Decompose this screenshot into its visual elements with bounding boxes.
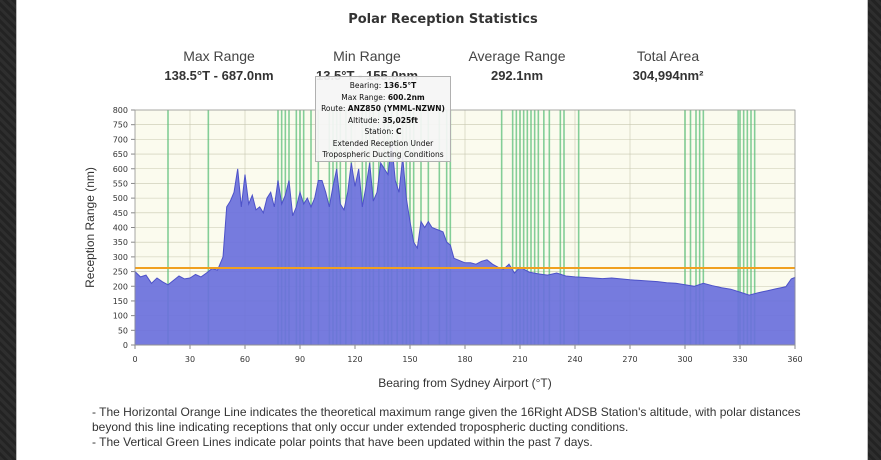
x-tick-label: 150 — [402, 355, 417, 364]
polar-reception-chart[interactable]: 0501001502002503003504004505005506006507… — [17, 0, 869, 400]
x-tick-label: 240 — [567, 355, 582, 364]
tooltip-station-label: Station: — [364, 127, 394, 136]
tooltip-station: C — [396, 127, 402, 136]
y-tick-label: 550 — [113, 179, 128, 188]
y-tick-label: 0 — [123, 341, 128, 350]
statistics-panel: Polar Reception Statistics Max Range 138… — [16, 0, 868, 460]
x-tick-label: 90 — [295, 355, 305, 364]
x-tick-label: 30 — [185, 355, 195, 364]
stat-label: Total Area — [636, 48, 700, 64]
stat-value: 138.5°T - 687.0nm — [164, 68, 274, 83]
tooltip-altitude-label: Altitude: — [347, 115, 380, 125]
note-green-lines: - The Vertical Green Lines indicate pola… — [92, 435, 593, 449]
x-tick-label: 0 — [132, 355, 137, 364]
y-tick-label: 600 — [113, 165, 128, 174]
x-tick-label: 60 — [240, 355, 250, 364]
left-background-pattern — [0, 0, 16, 460]
y-tick-label: 500 — [113, 194, 128, 203]
y-tick-label: 300 — [113, 253, 128, 262]
tooltip-route: ANZ850 (YMML-NZWN) — [347, 104, 445, 113]
chart-tooltip: Bearing: 136.5°T Max Range: 600.2nm Rout… — [315, 76, 451, 162]
x-tick-label: 360 — [787, 355, 802, 364]
plot-border — [134, 109, 796, 346]
x-tick-label: 270 — [622, 355, 637, 364]
y-tick-label: 100 — [113, 312, 128, 321]
tooltip-max-range-label: Max Range: — [341, 92, 386, 102]
stat-label: Max Range — [183, 48, 255, 64]
tooltip-route-label: Route: — [321, 104, 346, 113]
y-tick-label: 50 — [118, 326, 128, 335]
y-tick-label: 450 — [113, 209, 128, 218]
x-tick-label: 210 — [512, 355, 527, 364]
stat-label: Average Range — [468, 48, 566, 64]
y-axis-title: Reception Range (nm) — [83, 167, 97, 288]
stat-value: 292.1nm — [490, 68, 544, 83]
x-tick-label: 180 — [457, 355, 472, 364]
stat-total-area: Total Area 304,994nm² — [588, 48, 748, 83]
stat-value: 304,994nm² — [632, 68, 704, 83]
tooltip-bearing-label: Bearing: — [349, 81, 382, 90]
tooltip-note: Extended Reception Under Tropospheric Du… — [322, 138, 444, 160]
stat-max-range: Max Range 138.5°T - 687.0nm — [139, 48, 299, 83]
chart-notes: - The Horizontal Orange Line indicates t… — [92, 405, 812, 450]
tooltip-altitude: 35,025ft — [382, 115, 419, 125]
y-tick-label: 350 — [113, 238, 128, 247]
tooltip-bearing: 136.5°T — [383, 81, 417, 90]
tooltip-max-range: 600.2nm — [387, 92, 425, 102]
y-tick-label: 800 — [113, 106, 128, 115]
stat-average-range: Average Range 292.1nm — [437, 48, 597, 83]
y-tick-label: 400 — [113, 224, 128, 233]
x-tick-label: 330 — [732, 355, 747, 364]
page-title: Polar Reception Statistics — [348, 12, 538, 27]
stat-label: Min Range — [333, 48, 401, 64]
x-axis-title: Bearing from Sydney Airport (°T) — [378, 376, 552, 390]
x-tick-label: 300 — [677, 355, 692, 364]
y-tick-label: 250 — [113, 268, 128, 277]
x-tick-label: 120 — [347, 355, 362, 364]
right-background-pattern — [868, 0, 881, 460]
y-tick-label: 700 — [113, 135, 128, 144]
y-tick-label: 650 — [113, 150, 128, 159]
y-tick-label: 200 — [113, 282, 128, 291]
y-tick-label: 150 — [113, 297, 128, 306]
note-orange-line: - The Horizontal Orange Line indicates t… — [92, 405, 801, 434]
y-tick-label: 750 — [113, 121, 128, 130]
